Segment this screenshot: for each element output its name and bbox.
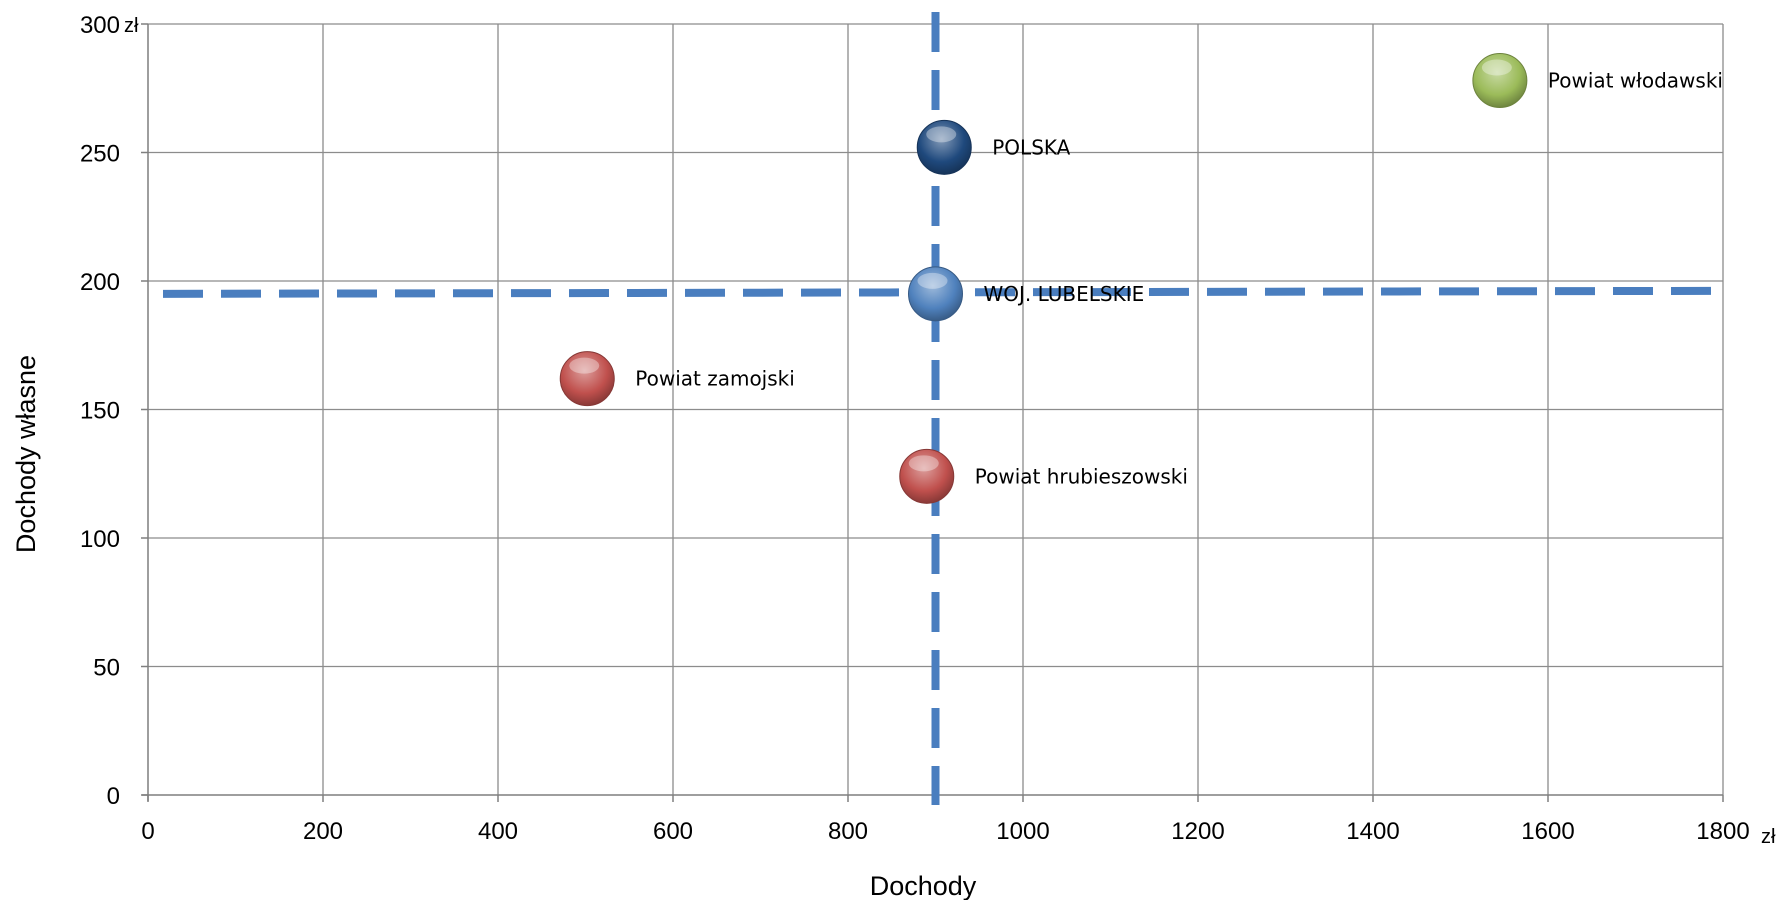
- data-point-woj-lubelskie[interactable]: [908, 266, 963, 322]
- data-point-highlight: [926, 126, 957, 143]
- point-labels: Powiat włodawski POLSKA WOJ. LUBELSKIE Powi…: [635, 69, 1723, 489]
- y-tick-label-0: 0: [107, 783, 120, 810]
- data-label-woj-lubelskie: WOJ. LUBELSKIE: [984, 282, 1145, 306]
- x-axis-title: Dochody: [870, 871, 977, 900]
- data-points: [559, 53, 1528, 504]
- x-tick-label-200: 200: [303, 818, 343, 845]
- data-point-polska[interactable]: [916, 119, 972, 175]
- x-tick-label-1600: 1600: [1521, 818, 1574, 845]
- x-tick-label-1200: 1200: [1171, 818, 1224, 845]
- y-tick-label-200: 200: [80, 269, 120, 296]
- data-point-powiat-w-odawski[interactable]: [1472, 53, 1528, 109]
- data-label-polska: POLSKA: [992, 135, 1070, 159]
- x-tick-label-400: 400: [478, 818, 518, 845]
- data-point-highlight: [917, 272, 948, 289]
- data-point-powiat-zamojski[interactable]: [559, 351, 615, 407]
- y-tick-label-50: 50: [93, 655, 120, 682]
- data-label-powiat-zamojski: Powiat zamojski: [635, 367, 795, 391]
- data-label-powiat-hrubieszowski: Powiat hrubieszowski: [975, 464, 1188, 488]
- y-axis-unit: zł: [124, 15, 139, 37]
- y-axis-title: Dochody własne: [11, 355, 41, 553]
- y-tick-label-100: 100: [80, 526, 120, 553]
- y-tick-label-250: 250: [80, 141, 120, 168]
- data-point-powiat-hrubieszowski[interactable]: [899, 448, 955, 504]
- x-tick-label-1400: 1400: [1346, 818, 1399, 845]
- x-axis-unit: zł: [1761, 826, 1776, 848]
- x-tick-label-0: 0: [141, 818, 154, 845]
- data-point-highlight: [1481, 59, 1512, 76]
- x-tick-label-1800: 1800: [1696, 818, 1749, 845]
- y-tick-label-150: 150: [80, 398, 120, 425]
- x-tick-label-600: 600: [653, 818, 693, 845]
- y-tick-label-300: 300: [80, 12, 120, 39]
- x-tick-label-1000: 1000: [996, 818, 1049, 845]
- data-label-powiat-w-odawski: Powiat włodawski: [1548, 69, 1723, 93]
- data-point-highlight: [908, 455, 939, 472]
- tick-labels: 0 200 400 600 800 1000 1200 1400 1600 1800 0 50 100 1…: [80, 12, 1750, 845]
- data-point-highlight: [569, 357, 600, 374]
- x-tick-label-800: 800: [828, 818, 868, 845]
